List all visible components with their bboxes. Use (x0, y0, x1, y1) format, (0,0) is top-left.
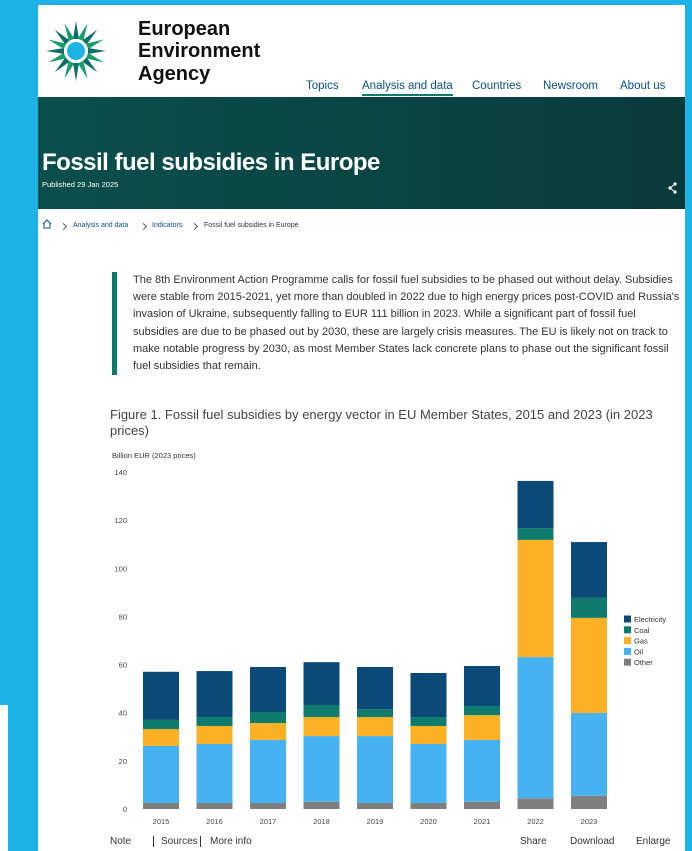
nav-link[interactable]: Countries (472, 80, 522, 92)
note-link[interactable]: Note (110, 836, 132, 847)
figure-title: Figure 1. Fossil fuel subsidies by energ… (110, 407, 653, 438)
logo-ray (46, 48, 64, 54)
logo-ray (73, 21, 79, 39)
logo-ray (48, 39, 67, 50)
logo-ray (77, 23, 88, 42)
logo-ray (85, 39, 104, 50)
more-info-link[interactable]: More info (200, 836, 252, 847)
share-link[interactable]: Share (520, 836, 547, 847)
logo-ray (88, 48, 106, 54)
summary: The 8th Environment Action Programme cal… (112, 272, 681, 376)
chevron (190, 222, 199, 231)
logo (46, 21, 106, 81)
breadcrumb-link[interactable]: Analysis and data (73, 222, 129, 229)
logo-ray (82, 57, 98, 73)
logo-ray (48, 52, 67, 63)
agency-name: Environment (138, 40, 261, 62)
nav-link[interactable]: Analysis and data (362, 80, 453, 96)
sources-link[interactable]: Sources (153, 836, 198, 847)
enlarge-link[interactable]: Enlarge (636, 836, 671, 847)
breadcrumb-link[interactable]: Indicators (152, 222, 183, 229)
published-date: Published 29 Jan 2025 (42, 180, 119, 189)
page-title: Fossil fuel subsidies in Europe (42, 149, 380, 176)
nav-link[interactable]: About us (620, 80, 666, 92)
breadcrumb-current: Fossil fuel subsidies in Europe (204, 222, 299, 229)
home-icon[interactable] (42, 219, 52, 229)
logo-ray (73, 63, 79, 81)
nav-link[interactable]: Topics (306, 80, 339, 92)
share-icon[interactable] (668, 182, 678, 194)
logo-ray (64, 60, 75, 79)
hero: Fossil fuel subsidies in Europe Publishe… (38, 97, 685, 209)
agency-name: European (138, 18, 231, 40)
page: European Environment Agency Topics Analy… (38, 5, 685, 851)
logo-ray (77, 60, 88, 79)
chevron (59, 222, 68, 231)
logo-ray (85, 52, 104, 63)
logo-ray (64, 23, 75, 42)
logo-ray (54, 29, 70, 45)
side-panel (0, 705, 8, 851)
nav-link[interactable]: Newsroom (543, 80, 598, 92)
chevron (139, 222, 148, 231)
logo-ray (82, 29, 98, 45)
logo-ray (54, 57, 70, 73)
agency-name: Agency (138, 63, 211, 85)
download-link[interactable]: Download (570, 836, 615, 847)
